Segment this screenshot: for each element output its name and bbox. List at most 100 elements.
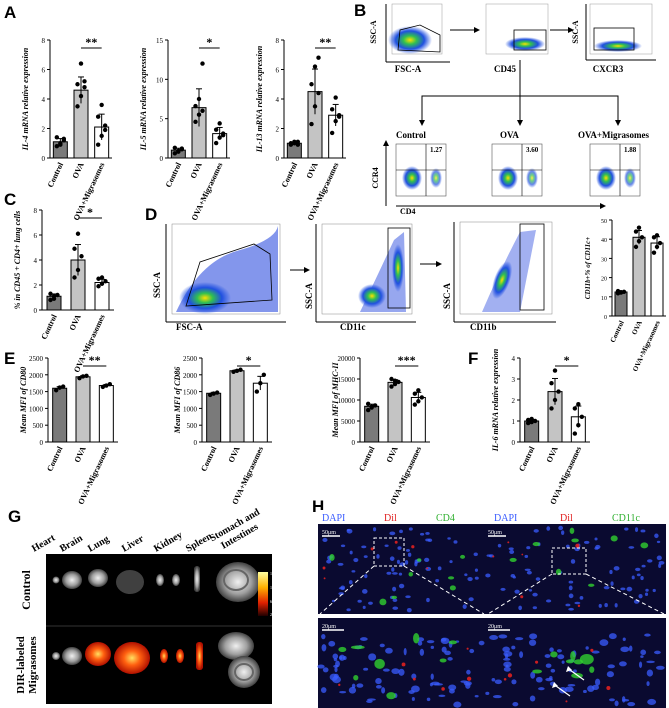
data-point bbox=[220, 132, 226, 138]
data-point bbox=[633, 229, 639, 234]
data-point bbox=[333, 118, 338, 124]
tick-label: 0 bbox=[194, 439, 198, 447]
data-point bbox=[316, 90, 321, 96]
tick-label: 2 bbox=[276, 126, 280, 134]
data-point bbox=[525, 417, 531, 423]
significance-mark: * bbox=[206, 35, 212, 49]
data-point bbox=[572, 431, 578, 436]
data-point bbox=[96, 284, 101, 289]
gate-polygon bbox=[397, 24, 441, 53]
tick-label: 3 bbox=[512, 376, 516, 384]
group-label-control: Control bbox=[396, 130, 426, 140]
category-label: Control bbox=[199, 444, 219, 473]
label-dapi: DAPI bbox=[322, 513, 345, 524]
axis-y: SSC-A bbox=[442, 283, 452, 310]
flow-plot-fsc-ssc: SSC-A FSC-A bbox=[152, 223, 286, 332]
data-point bbox=[552, 368, 558, 373]
data-point bbox=[102, 127, 108, 133]
data-point bbox=[549, 406, 554, 411]
tick-label: 15000 bbox=[338, 376, 356, 384]
y-axis-label: Mean MFI of CD80 bbox=[19, 367, 28, 434]
scale-bar-label: 50μm bbox=[488, 530, 502, 536]
data-point bbox=[365, 407, 371, 413]
data-point bbox=[77, 375, 82, 381]
data-point bbox=[369, 404, 374, 409]
data-point bbox=[254, 389, 260, 394]
category-label: OVA bbox=[227, 445, 242, 464]
tick-label: 0 bbox=[40, 439, 44, 447]
data-point bbox=[95, 114, 101, 119]
y-axis-label: IL-6 mRNA relative expression bbox=[491, 348, 500, 452]
data-point bbox=[529, 419, 534, 425]
data-point bbox=[389, 384, 394, 389]
tick-label: 1000 bbox=[29, 405, 44, 413]
data-point bbox=[576, 423, 581, 428]
tick-label: 0 bbox=[604, 315, 607, 321]
data-point bbox=[78, 61, 84, 66]
significance-mark: ** bbox=[89, 353, 101, 367]
quadrant-plot-ova: 3.60 bbox=[491, 143, 543, 197]
tick-label: 8 bbox=[34, 207, 38, 215]
data-point bbox=[312, 64, 318, 69]
category-label: Control bbox=[164, 160, 184, 189]
data-point bbox=[200, 108, 205, 114]
data-point bbox=[419, 395, 425, 400]
data-point bbox=[79, 254, 84, 259]
data-point bbox=[54, 144, 60, 149]
data-point bbox=[579, 414, 585, 419]
data-point bbox=[556, 389, 561, 394]
data-point bbox=[82, 85, 87, 90]
quadrant-pct: 3.60 bbox=[526, 146, 539, 154]
data-point bbox=[396, 379, 401, 385]
data-point bbox=[55, 292, 60, 298]
tick-label: 5000 bbox=[341, 418, 356, 426]
data-point bbox=[207, 392, 213, 398]
tick-label: 1500 bbox=[29, 389, 44, 397]
flow-density bbox=[594, 40, 642, 52]
gating-x1: FSC-A bbox=[395, 64, 422, 74]
tick-label: 10 bbox=[601, 296, 607, 302]
flow-plot-cd11b: SSC-A CD11b bbox=[442, 221, 556, 332]
data-point bbox=[61, 136, 67, 142]
tick-label: 15 bbox=[156, 37, 164, 45]
axis-cd4: CD4 bbox=[400, 207, 416, 216]
bar bbox=[614, 291, 628, 317]
quadrant-plot-control: 1.27 bbox=[395, 143, 447, 197]
y-axis-label: IL-13 mRNA relative expression bbox=[255, 45, 264, 153]
flow-plot-cd11c: SSC-A CD11c bbox=[304, 223, 416, 332]
tick-label: 1 bbox=[512, 418, 516, 426]
if-image-cd4-low bbox=[318, 510, 486, 614]
bar bbox=[98, 385, 114, 443]
data-point bbox=[412, 391, 418, 396]
tick-label: 2000 bbox=[183, 372, 198, 380]
tick-label: 40 bbox=[601, 238, 607, 244]
category-label: Control bbox=[357, 444, 377, 473]
tick-label: 0 bbox=[42, 155, 46, 163]
panel-label-f: F bbox=[468, 349, 478, 368]
gating-y1: SSC-A bbox=[369, 20, 378, 43]
data-point bbox=[103, 279, 108, 284]
data-point bbox=[72, 275, 77, 280]
data-point bbox=[213, 127, 219, 132]
organ-liver: Liver bbox=[120, 533, 146, 554]
tick-label: 20 bbox=[601, 277, 607, 283]
data-point bbox=[572, 406, 578, 411]
bar bbox=[632, 236, 646, 317]
data-point bbox=[549, 381, 554, 386]
tick-label: 0 bbox=[276, 155, 280, 163]
ivis-panel: Heart Brain Lung Liver Kidney Spleen Sto… bbox=[15, 507, 285, 704]
data-point bbox=[95, 142, 101, 147]
label-cd11c: CD11c bbox=[612, 513, 641, 524]
data-point bbox=[316, 55, 321, 60]
tick-label: 30 bbox=[601, 257, 607, 263]
data-point bbox=[231, 369, 236, 374]
data-point bbox=[639, 235, 645, 240]
if-image-cd4-high bbox=[318, 618, 486, 708]
scale-max: 1.4e+004 bbox=[270, 571, 285, 576]
bar bbox=[52, 387, 68, 443]
data-point bbox=[392, 378, 398, 383]
data-point bbox=[654, 233, 660, 238]
